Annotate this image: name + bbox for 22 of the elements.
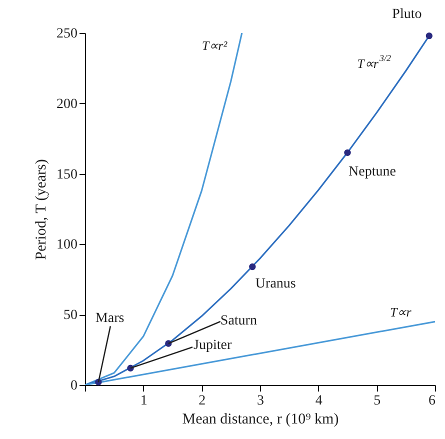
x-axis-title: Mean distance, r (10⁹ km)	[182, 412, 339, 428]
x-tick-label: 5	[374, 394, 381, 408]
x-tick-label: 6	[428, 394, 436, 408]
y-axis-title: Period, T (years)	[34, 159, 50, 260]
annotation: Pluto	[392, 6, 422, 22]
annotation: Neptune	[348, 164, 396, 180]
y-tick-label: 200	[56, 96, 78, 112]
series-label: T∝r	[390, 304, 412, 320]
annotation: Mars	[95, 311, 124, 326]
series-label: T∝r²	[202, 38, 228, 53]
y-tick-label: 0	[70, 378, 78, 394]
y-tick-label: 100	[56, 238, 78, 253]
y-tick-label: 50	[64, 308, 78, 324]
x-tick-label: 4	[315, 394, 322, 408]
annotation: Saturn	[220, 313, 257, 328]
annotation: Jupiter	[194, 338, 232, 354]
x-tick-label: 3	[257, 394, 264, 408]
x-tick-label: 2	[198, 394, 206, 408]
y-tick-label: 250	[56, 26, 78, 42]
x-tick-label: 1	[140, 394, 148, 408]
annotation: Uranus	[255, 276, 296, 292]
y-tick-label: 150	[56, 167, 78, 182]
